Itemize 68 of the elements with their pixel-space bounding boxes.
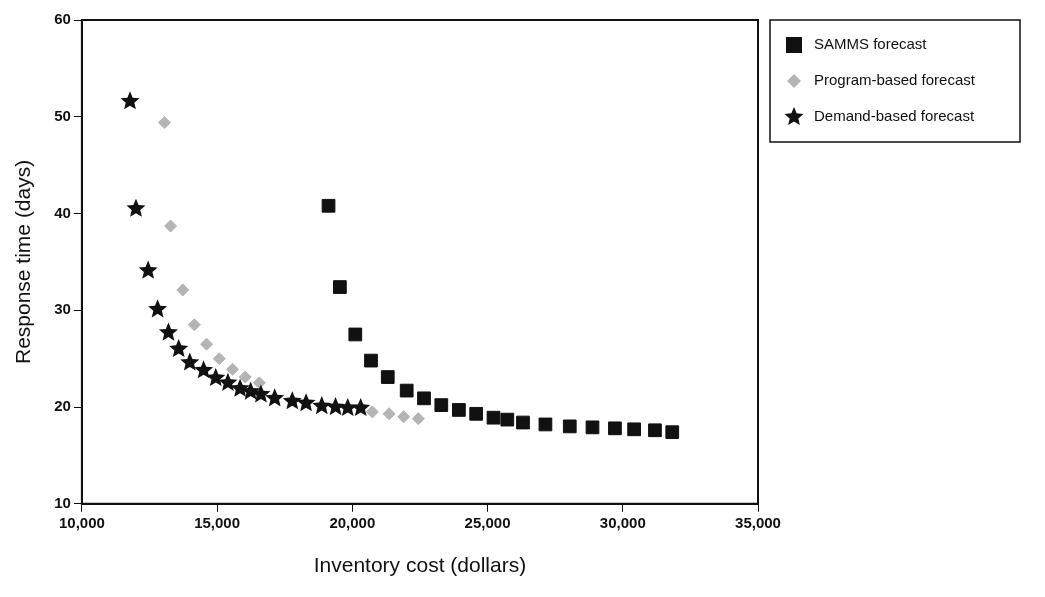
- point: [164, 219, 178, 233]
- point: [218, 372, 238, 391]
- point: [212, 352, 226, 366]
- point: [157, 116, 171, 130]
- point: [126, 198, 146, 217]
- point: [380, 370, 395, 384]
- point: [516, 415, 530, 430]
- y-axis-title: Response time (days): [11, 159, 35, 365]
- point: [608, 421, 622, 436]
- point: [312, 396, 332, 415]
- point: [365, 405, 379, 419]
- point: [321, 198, 336, 213]
- y-tick-label: 30: [54, 300, 71, 318]
- point: [452, 403, 466, 417]
- x-tick-label: 15,000: [194, 513, 241, 531]
- point: [252, 376, 266, 390]
- point: [364, 353, 378, 368]
- legend-label: Demand-based forecast: [814, 107, 975, 125]
- point: [434, 398, 449, 412]
- x-tick-label: 10,000: [58, 513, 105, 531]
- point: [627, 422, 641, 437]
- legend-label: Program-based forecast: [814, 71, 976, 89]
- point: [265, 388, 285, 407]
- y-tick-label: 60: [54, 10, 71, 28]
- point: [206, 368, 226, 387]
- point: [187, 318, 201, 332]
- point: [411, 412, 425, 426]
- point: [382, 407, 396, 421]
- point: [486, 410, 501, 425]
- point: [648, 423, 662, 438]
- x-tick-label: 30,000: [599, 513, 646, 531]
- point: [399, 383, 414, 398]
- legend-label: SAMMS forecast: [814, 35, 928, 53]
- point: [230, 378, 250, 397]
- y-tick-label: 20: [54, 397, 71, 415]
- point: [333, 280, 347, 294]
- point: [158, 322, 178, 341]
- point: [120, 91, 140, 110]
- y-tick-label: 10: [54, 493, 71, 511]
- point: [397, 410, 411, 424]
- point: [665, 425, 680, 440]
- point: [326, 397, 346, 416]
- point: [241, 381, 261, 400]
- point: [169, 338, 189, 358]
- point: [348, 327, 363, 342]
- point: [138, 260, 158, 279]
- point: [200, 337, 214, 351]
- x-tick-label: 35,000: [735, 513, 781, 531]
- point: [585, 420, 600, 435]
- point: [469, 406, 484, 421]
- x-tick-label: 25,000: [464, 513, 511, 531]
- y-tick-label: 40: [54, 203, 71, 221]
- point: [562, 419, 577, 434]
- point: [500, 412, 515, 427]
- point: [417, 391, 431, 406]
- point: [296, 393, 316, 412]
- x-tick-label: 20,000: [329, 513, 376, 531]
- point: [194, 360, 214, 379]
- point: [148, 299, 168, 318]
- x-axis-title: Inventory cost (dollars): [313, 553, 527, 577]
- point: [226, 362, 240, 376]
- point: [282, 391, 302, 410]
- point: [351, 398, 371, 417]
- point: [238, 370, 252, 384]
- point: [180, 352, 200, 371]
- y-tick-label: 50: [54, 106, 71, 124]
- point: [538, 417, 553, 432]
- point: [176, 283, 190, 297]
